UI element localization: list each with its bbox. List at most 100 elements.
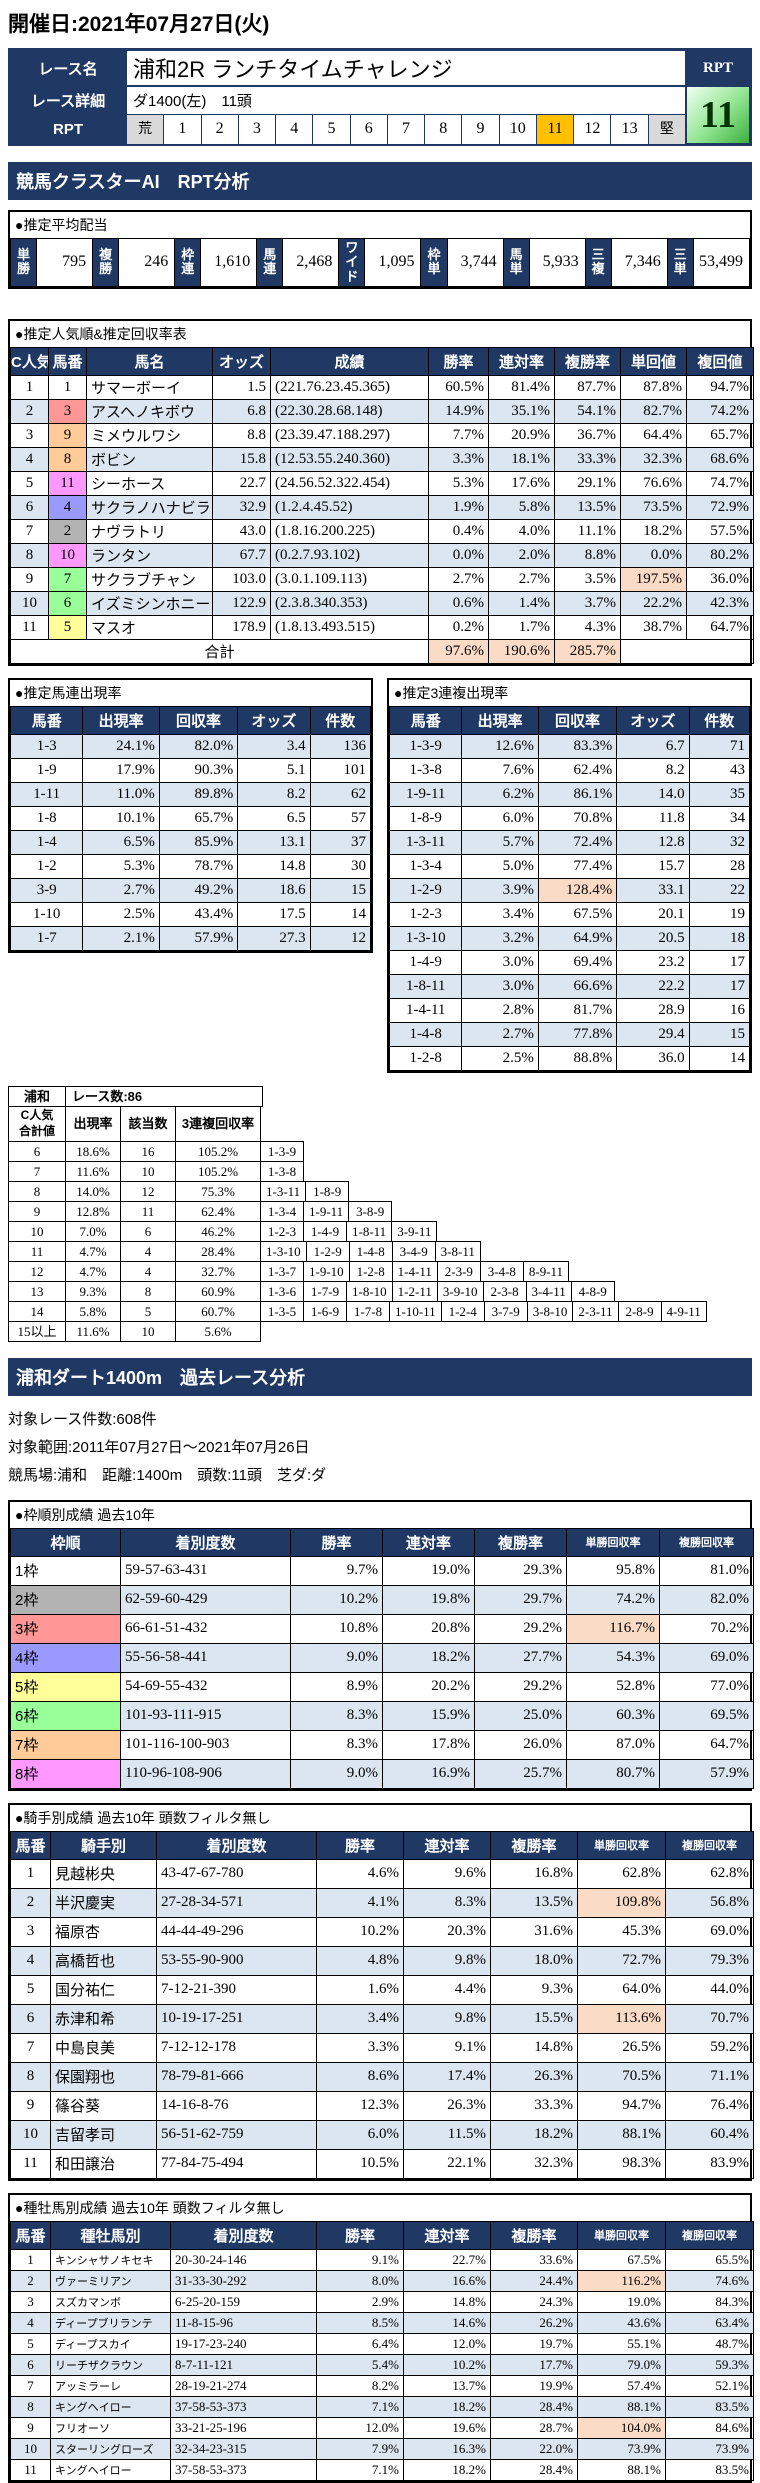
pct-tan_v: 22.2%: [620, 590, 687, 616]
rpt-scale-cell-12[interactable]: 12: [573, 115, 611, 144]
appear-rate: 7.0%: [65, 1220, 121, 1242]
pct-fuku_v: 36.0%: [686, 566, 754, 592]
odds: 103.0: [212, 566, 271, 592]
sire-box: ●種牡馬別成績 過去10年 頭数フィルタ無し 馬番 種牡馬別 着別度数 勝率 連対率 複勝…: [8, 2192, 754, 2483]
sire-name: キングヘイロー: [50, 2395, 171, 2418]
pair-row: 1-3-4 5.0% 77.4% 15.7 28: [388, 853, 751, 879]
combo-cell: 1-2-8: [348, 1260, 393, 1282]
pct-ren: 8.3%: [403, 1887, 491, 1918]
ranking-row: 8 10 ランタン 67.7 (0.2.7.93.102) 0.0% 2.0% 8.8% 0.0…: [10, 542, 754, 568]
trio-roi: 62.4%: [175, 1200, 261, 1222]
horse-number: 4: [10, 1945, 51, 1976]
pct-win: 3.4%: [316, 2003, 404, 2034]
combo-cell: 3-9-10: [436, 1280, 484, 1302]
total-label: 合計: [10, 638, 429, 664]
jockey-row: 9 篠谷葵 14-16-8-76 12.3% 26.3% 33.3% 94.7% 76.4%: [10, 2090, 754, 2121]
trio-roi: 32.7%: [175, 1260, 261, 1282]
waku-row: 8枠 110-96-108-906 9.0% 16.9% 25.7% 80.7% 57.9%: [10, 1758, 754, 1789]
c-rank: 3: [10, 422, 49, 448]
pct-fuku: 25.7%: [474, 1758, 567, 1789]
payout-value: 1,095: [364, 238, 422, 287]
value: 83.3%: [537, 733, 618, 759]
sanren-box: ●推定3連複出現率 馬番 出現率 回収率 オッズ 件数 1-3-9 12.6% 83.3% 6.…: [387, 677, 752, 1073]
pct-fuku: 26.3%: [490, 2061, 578, 2092]
rpt-scale-cell-13[interactable]: 13: [610, 115, 648, 144]
pct-ren: 13.7%: [403, 2374, 491, 2397]
rpt-scale-cell-6[interactable]: 6: [349, 115, 387, 144]
combination: 1-3-8: [388, 757, 463, 783]
rpt-scale-cell-堅[interactable]: 堅: [647, 115, 685, 144]
horse-number: 2: [10, 2269, 51, 2292]
pct-fuku_v: 64.7%: [686, 614, 754, 640]
pct-fuku: 31.6%: [490, 1916, 578, 1947]
bracket-label: 2枠: [10, 1584, 121, 1615]
pair-row: 1-10 2.5% 43.4% 17.5 14: [9, 901, 372, 927]
rpt-scale: 荒 1 2 3 4 5 6 7 8 9 10 11 12 13 堅: [127, 115, 685, 144]
pct-fuku_v: 42.3%: [686, 590, 754, 616]
jockey-table: 馬番 騎手別 着別度数 勝率 連対率 複勝率 単勝回収率 複勝回収率 1 見越彬央 43-47-67…: [10, 1830, 754, 2179]
rpt-scale-cell-7[interactable]: 7: [386, 115, 425, 144]
bracket-label: 7枠: [10, 1729, 121, 1760]
pct-fuku: 54.1%: [554, 398, 621, 424]
rpt-scale-cell-10[interactable]: 10: [498, 115, 536, 144]
pct-tan_v: 88.1%: [577, 2395, 666, 2418]
cluster-row: 13 9.3% 8 60.9% 1-3-6 1-7-9 1-8-10 1-2-11 3-9-10…: [8, 1280, 752, 1302]
pct-ren: 20.8%: [382, 1613, 475, 1644]
pct-fuku_v: 71.1%: [665, 2061, 754, 2092]
horse-number: 5: [10, 2332, 51, 2355]
rpt-scale-cell-11[interactable]: 11: [535, 115, 574, 144]
c-rank: 7: [10, 518, 49, 544]
odds: 1.5: [212, 374, 271, 400]
combination: 3-9: [9, 877, 84, 903]
bracket-label: 6枠: [10, 1700, 121, 1731]
pct-fuku: 29.2%: [474, 1671, 567, 1702]
pair-row: 1-8-11 3.0% 66.6% 22.2 17: [388, 973, 751, 999]
rpt-scale-cell-2[interactable]: 2: [200, 115, 238, 144]
pct-tan_v: 32.3%: [620, 446, 687, 472]
pair-header-row: 馬番 出現率 回収率 オッズ 件数: [388, 705, 751, 735]
value: 15.7: [616, 853, 690, 879]
combo-cell: 1-4-11: [391, 1260, 438, 1282]
value: 6.5: [237, 805, 311, 831]
odds: 8.8: [212, 422, 271, 448]
rpt-scale-cell-8[interactable]: 8: [424, 115, 462, 144]
rpt-scale-cell-9[interactable]: 9: [461, 115, 499, 144]
rpt-scale-cell-3[interactable]: 3: [237, 115, 276, 144]
sire-name: スターリングローズ: [50, 2437, 171, 2460]
pct-fuku_v: 82.0%: [659, 1584, 754, 1615]
combo-cell: 3-8-10: [526, 1300, 574, 1322]
value: 43.4%: [158, 901, 239, 927]
horse-number: 9: [10, 2416, 51, 2439]
horse-name: ボビン: [86, 446, 213, 472]
record: (221.76.23.45.365): [270, 374, 429, 400]
jockey-name: 半沢慶実: [50, 1887, 157, 1918]
record: (22.30.28.68.148): [270, 398, 429, 424]
pct-win: 9.7%: [290, 1555, 383, 1586]
value: 8.2: [237, 781, 311, 807]
horse-number: 1: [10, 1858, 51, 1889]
column-header: C人気: [10, 346, 49, 376]
pct-fuku: 24.4%: [490, 2269, 578, 2292]
rpt-scale-cell-4[interactable]: 4: [275, 115, 313, 144]
column-header: 複回値: [686, 346, 754, 376]
pct-win: 2.9%: [316, 2290, 404, 2313]
section-title-ai: 競馬クラスターAI RPT分析: [8, 162, 752, 200]
rpt-scale-cell-荒[interactable]: 荒: [127, 115, 164, 144]
column-header: 馬番: [10, 2220, 51, 2250]
value: 11.8: [616, 805, 690, 831]
pair-row: 1-4 6.5% 85.9% 13.1 37: [9, 829, 372, 855]
combination: 1-3-11: [388, 829, 463, 855]
combo-cell: 2-8-9: [617, 1300, 662, 1322]
pair-row: 1-3-9 12.6% 83.3% 6.7 71: [388, 733, 751, 759]
value: 2.8%: [461, 997, 539, 1023]
pct-fuku: 36.7%: [554, 422, 621, 448]
column-header: 勝率: [428, 346, 489, 376]
combo-cell: 1-8-9: [305, 1180, 350, 1202]
combination: 1-3-9: [388, 733, 463, 759]
combination: 1-11: [9, 781, 84, 807]
rpt-scale-cell-5[interactable]: 5: [312, 115, 350, 144]
pct-fuku: 11.1%: [554, 518, 621, 544]
jockey-row: 3 福原杏 44-44-49-296 10.2% 20.3% 31.6% 45.3% 69.0…: [10, 1916, 754, 1947]
pct-tan_v: 87.8%: [620, 374, 687, 400]
rpt-scale-cell-1[interactable]: 1: [163, 115, 201, 144]
